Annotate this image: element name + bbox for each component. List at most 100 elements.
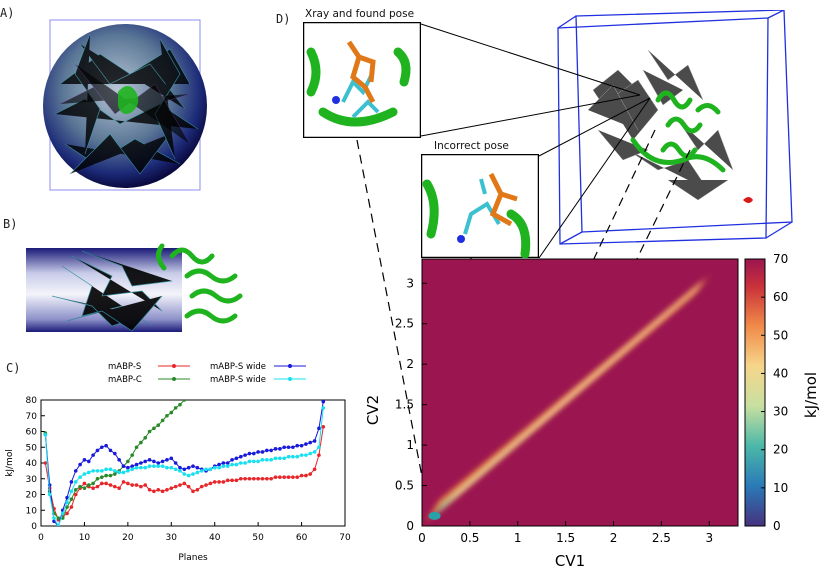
chart-c-data-point	[191, 472, 195, 476]
chart-c-data-point	[73, 469, 78, 473]
chart-c-data-point	[160, 464, 165, 468]
chart-c-data-point	[217, 465, 221, 470]
chart-c-data-point	[191, 464, 195, 468]
chart-c-data-point	[208, 481, 213, 486]
chart-c-data-point	[247, 476, 252, 481]
chart-c-data-point	[156, 423, 161, 427]
colorbar-label: kJ/mol	[802, 372, 820, 418]
chart-c-data-point	[221, 480, 226, 484]
chart-c-xtick-label: 30	[166, 533, 178, 543]
inset-incorrect-caption: Incorrect pose	[434, 140, 509, 152]
chart-c-data-point	[147, 458, 152, 462]
chart-c-data-point	[304, 473, 308, 478]
chart-c-data-point	[165, 487, 169, 492]
chart-c-data-point	[256, 459, 260, 464]
chart-c-legend-svg: mABP-S mABP-S wide mABP-C mABP-S wide	[108, 362, 306, 385]
chart-c-data-point	[282, 456, 287, 461]
heatmap-xtick-label: 3	[705, 531, 713, 545]
chart-c-data-point	[126, 459, 130, 464]
chart-c-data-point	[156, 464, 161, 468]
chart-c-data-point	[278, 447, 282, 451]
chart-c-data-point	[113, 469, 117, 473]
heatmap-xtick-label: 0.5	[460, 531, 479, 545]
chart-c-data-point	[130, 467, 134, 472]
chart-c-data-point	[43, 432, 48, 437]
heatmap-xtick-label: 1.5	[556, 531, 575, 545]
chart-c-data-point	[134, 462, 139, 467]
chart-c-ytick-label: 10	[26, 506, 38, 516]
chart-c-data-point	[117, 486, 121, 490]
chart-c-data-point	[221, 461, 226, 465]
chart-c-data-point	[234, 462, 239, 467]
chart-c-data-point	[269, 458, 273, 462]
chart-c-data-point	[56, 524, 61, 526]
heatmap-xtick-label: 1	[514, 531, 522, 545]
chart-c-data-point	[295, 475, 300, 479]
chart-c-data-point	[139, 484, 143, 489]
chart-c-data-point	[82, 486, 87, 490]
chart-c-data-point	[212, 465, 217, 470]
panel-c-legend: mABP-S mABP-S wide mABP-C mABP-S wide	[108, 361, 318, 389]
chart-c-data-point	[134, 483, 139, 487]
chart-c-data-point	[217, 480, 221, 484]
chart-c-data-point	[108, 467, 113, 472]
chart-c-ytick-label: 60	[26, 428, 38, 438]
chart-c-data-point	[295, 443, 300, 448]
chart-c-ytick-label: 30	[26, 475, 38, 485]
chart-c-data-point	[47, 492, 52, 497]
panel-label-d: D)	[276, 12, 291, 26]
chart-c-data-point	[247, 459, 252, 464]
heatmap-ylabel: CV2	[364, 395, 382, 425]
chart-c-data-point	[186, 473, 191, 478]
chart-c-xlabel: Planes	[178, 553, 208, 563]
colorbar-tick-label: 60	[773, 290, 788, 304]
chart-c-data-point	[173, 461, 178, 465]
chart-c-data-point	[312, 467, 317, 472]
chart-c-data-point	[321, 406, 326, 410]
chart-c-data-point	[86, 470, 91, 475]
chart-c-data-point	[265, 476, 269, 481]
chart-c-data-point	[304, 442, 308, 446]
chart-c-data-point	[317, 453, 321, 457]
chart-c-data-point	[273, 475, 278, 479]
heatmap-ytick-label: 1	[406, 438, 414, 452]
chart-c-data-point	[104, 473, 108, 478]
chart-c-data-point	[199, 484, 204, 489]
chart-c-data-point	[108, 448, 113, 453]
chart-c-data-point	[82, 472, 87, 476]
chart-c-data-point	[156, 487, 161, 492]
chart-c-data-point	[312, 439, 317, 443]
chart-c-data-point	[173, 484, 178, 489]
chart-c-data-point	[69, 497, 74, 502]
chart-c-data-point	[195, 465, 200, 470]
chart-c-data-point	[165, 465, 169, 470]
chart-c-data-point	[69, 480, 74, 484]
chart-c-data-point	[91, 469, 95, 473]
chart-c-data-point	[256, 450, 260, 454]
chart-c-data-point	[78, 484, 82, 489]
chart-c-data-point	[95, 484, 100, 489]
chart-c-data-point	[121, 470, 126, 475]
chart-c-data-point	[286, 445, 291, 450]
chart-c-data-point	[225, 461, 230, 465]
chart-c-data-point	[273, 447, 278, 451]
chart-c-legend-label: mABP-S wide	[210, 375, 266, 385]
chart-c-xtick-label: 20	[122, 533, 134, 543]
chart-c-data-point	[278, 475, 282, 479]
chart-c-data-point	[199, 469, 204, 473]
chart-c-data-point	[139, 440, 143, 445]
chart-c-ytick-label: 70	[26, 412, 38, 422]
chart-c-data-point	[208, 467, 213, 472]
chart-c-data-point	[195, 470, 200, 475]
chart-c-data-point	[252, 451, 256, 456]
chart-c-data-point	[191, 489, 195, 494]
chart-c-ytick-label: 20	[26, 491, 38, 501]
chart-c-data-point	[56, 516, 61, 520]
chart-c-data-point	[221, 464, 226, 468]
chart-c-data-point	[165, 413, 169, 418]
chart-c-data-point	[169, 486, 174, 490]
colorbar	[744, 258, 766, 527]
chart-c-data-point	[182, 472, 187, 476]
chart-c-data-point	[65, 511, 69, 516]
colorbar-tick-label: 40	[773, 366, 788, 380]
